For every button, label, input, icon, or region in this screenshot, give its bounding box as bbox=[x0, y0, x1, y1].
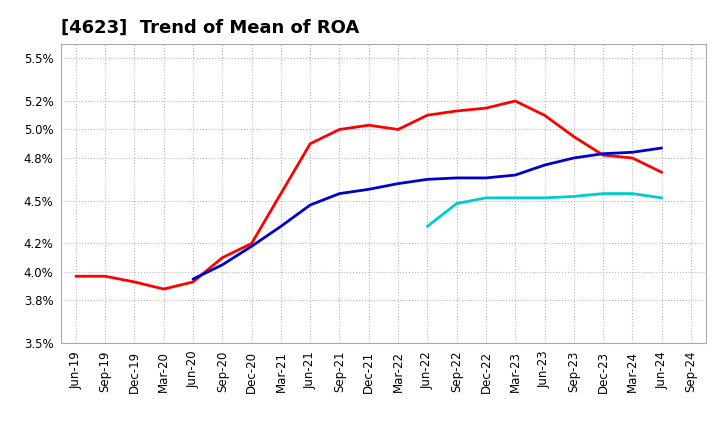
5 Years bbox=[482, 175, 490, 180]
Line: 3 Years: 3 Years bbox=[76, 101, 662, 289]
3 Years bbox=[482, 106, 490, 111]
3 Years bbox=[599, 153, 608, 158]
3 Years bbox=[189, 279, 197, 285]
5 Years bbox=[189, 276, 197, 282]
7 Years bbox=[657, 195, 666, 201]
3 Years bbox=[306, 141, 315, 147]
5 Years bbox=[247, 244, 256, 249]
5 Years bbox=[540, 162, 549, 168]
5 Years bbox=[276, 224, 285, 229]
5 Years bbox=[335, 191, 343, 196]
7 Years bbox=[423, 224, 432, 229]
7 Years bbox=[511, 195, 520, 201]
3 Years bbox=[335, 127, 343, 132]
Line: 5 Years: 5 Years bbox=[193, 148, 662, 279]
5 Years bbox=[364, 187, 373, 192]
5 Years bbox=[218, 262, 227, 268]
7 Years bbox=[482, 195, 490, 201]
5 Years bbox=[511, 172, 520, 178]
5 Years bbox=[452, 175, 461, 180]
3 Years bbox=[394, 127, 402, 132]
5 Years bbox=[306, 202, 315, 208]
7 Years bbox=[628, 191, 636, 196]
5 Years bbox=[599, 151, 608, 156]
3 Years bbox=[570, 134, 578, 139]
Line: 7 Years: 7 Years bbox=[428, 194, 662, 226]
Text: [4623]  Trend of Mean of ROA: [4623] Trend of Mean of ROA bbox=[61, 19, 359, 37]
3 Years bbox=[628, 155, 636, 161]
3 Years bbox=[452, 108, 461, 114]
3 Years bbox=[101, 274, 109, 279]
3 Years bbox=[276, 191, 285, 196]
3 Years bbox=[247, 241, 256, 246]
3 Years bbox=[130, 279, 139, 285]
3 Years bbox=[71, 274, 80, 279]
3 Years bbox=[159, 286, 168, 292]
5 Years bbox=[394, 181, 402, 186]
7 Years bbox=[570, 194, 578, 199]
3 Years bbox=[540, 113, 549, 118]
7 Years bbox=[452, 201, 461, 206]
5 Years bbox=[570, 155, 578, 161]
3 Years bbox=[423, 113, 432, 118]
3 Years bbox=[364, 123, 373, 128]
3 Years bbox=[657, 169, 666, 175]
5 Years bbox=[657, 145, 666, 150]
3 Years bbox=[511, 99, 520, 104]
7 Years bbox=[540, 195, 549, 201]
7 Years bbox=[599, 191, 608, 196]
3 Years bbox=[218, 255, 227, 260]
5 Years bbox=[423, 177, 432, 182]
5 Years bbox=[628, 150, 636, 155]
